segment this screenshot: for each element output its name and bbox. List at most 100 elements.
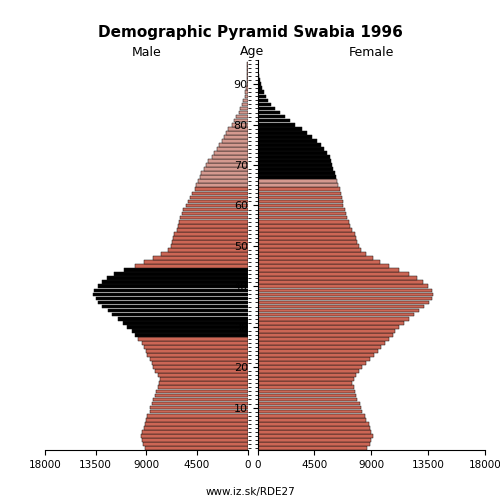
Bar bbox=[258, 357, 370, 361]
Bar bbox=[258, 212, 346, 216]
Bar bbox=[148, 353, 248, 357]
Bar bbox=[143, 442, 248, 446]
Bar bbox=[258, 410, 362, 414]
Bar bbox=[258, 296, 432, 300]
Bar bbox=[258, 402, 360, 406]
Bar bbox=[180, 216, 248, 220]
Bar bbox=[206, 163, 248, 167]
Text: www.iz.sk/RDE27: www.iz.sk/RDE27 bbox=[205, 488, 295, 498]
Bar bbox=[155, 394, 248, 398]
Bar bbox=[132, 329, 248, 332]
Bar bbox=[153, 366, 248, 369]
Bar bbox=[152, 402, 248, 406]
Bar bbox=[258, 147, 324, 151]
Bar bbox=[258, 280, 423, 284]
Bar bbox=[146, 418, 248, 422]
Bar bbox=[258, 260, 380, 264]
Bar bbox=[246, 90, 248, 94]
Bar bbox=[144, 345, 248, 349]
Bar bbox=[258, 236, 356, 240]
Bar bbox=[258, 345, 382, 349]
Bar bbox=[158, 382, 248, 385]
Bar bbox=[258, 119, 290, 122]
Bar bbox=[232, 123, 248, 126]
Bar bbox=[258, 90, 264, 94]
Bar bbox=[258, 228, 352, 232]
Bar bbox=[258, 143, 320, 146]
Bar bbox=[238, 110, 248, 114]
Bar bbox=[258, 284, 428, 288]
Bar bbox=[258, 102, 272, 106]
Bar bbox=[158, 386, 248, 389]
Bar bbox=[258, 438, 371, 442]
Bar bbox=[258, 114, 285, 118]
Text: Age: Age bbox=[240, 44, 264, 58]
Bar bbox=[184, 208, 248, 212]
Bar bbox=[258, 135, 312, 138]
Bar bbox=[258, 313, 414, 316]
Bar bbox=[202, 172, 248, 175]
Bar bbox=[258, 386, 354, 389]
Bar bbox=[258, 180, 337, 183]
Bar bbox=[258, 418, 366, 422]
Bar bbox=[258, 110, 280, 114]
Bar bbox=[135, 264, 248, 268]
Bar bbox=[236, 114, 248, 118]
Bar bbox=[258, 256, 372, 260]
Bar bbox=[258, 204, 344, 208]
Bar bbox=[246, 86, 248, 90]
Bar bbox=[258, 220, 348, 224]
Bar bbox=[258, 406, 361, 409]
Bar bbox=[258, 216, 347, 220]
Bar bbox=[176, 228, 248, 232]
Bar bbox=[258, 151, 327, 155]
Bar bbox=[258, 353, 374, 357]
Bar bbox=[194, 188, 248, 191]
Bar bbox=[114, 272, 248, 276]
Bar bbox=[240, 106, 248, 110]
Bar bbox=[244, 98, 248, 102]
Bar bbox=[158, 374, 248, 377]
Bar bbox=[102, 280, 248, 284]
Bar bbox=[258, 232, 355, 235]
Bar bbox=[258, 163, 332, 167]
Bar bbox=[171, 244, 248, 248]
Bar bbox=[192, 192, 248, 195]
Bar bbox=[258, 370, 358, 373]
Bar bbox=[161, 252, 248, 256]
Bar bbox=[98, 284, 248, 288]
Bar bbox=[258, 337, 389, 340]
Bar bbox=[226, 131, 248, 134]
Bar bbox=[146, 349, 248, 353]
Bar bbox=[258, 168, 334, 171]
Bar bbox=[258, 329, 396, 332]
Bar bbox=[168, 248, 248, 252]
Bar bbox=[186, 204, 248, 208]
Bar bbox=[144, 426, 248, 430]
Bar bbox=[258, 172, 334, 175]
Bar bbox=[155, 370, 248, 373]
Bar bbox=[98, 300, 248, 304]
Bar bbox=[258, 176, 336, 179]
Bar bbox=[258, 276, 417, 280]
Bar bbox=[258, 333, 392, 336]
Bar bbox=[258, 98, 268, 102]
Bar bbox=[258, 200, 344, 203]
Bar bbox=[208, 159, 248, 163]
Bar bbox=[244, 94, 248, 98]
Bar bbox=[224, 135, 248, 138]
Bar bbox=[102, 304, 248, 308]
Bar bbox=[228, 127, 248, 130]
Bar bbox=[258, 366, 362, 369]
Bar bbox=[258, 434, 372, 438]
Bar bbox=[182, 212, 248, 216]
Bar bbox=[217, 147, 248, 151]
Bar bbox=[258, 188, 340, 191]
Bar bbox=[258, 127, 302, 130]
Bar bbox=[174, 236, 248, 240]
Bar bbox=[258, 292, 433, 296]
Bar bbox=[258, 341, 385, 345]
Bar bbox=[258, 268, 399, 272]
Bar bbox=[204, 168, 248, 171]
Bar bbox=[153, 256, 248, 260]
